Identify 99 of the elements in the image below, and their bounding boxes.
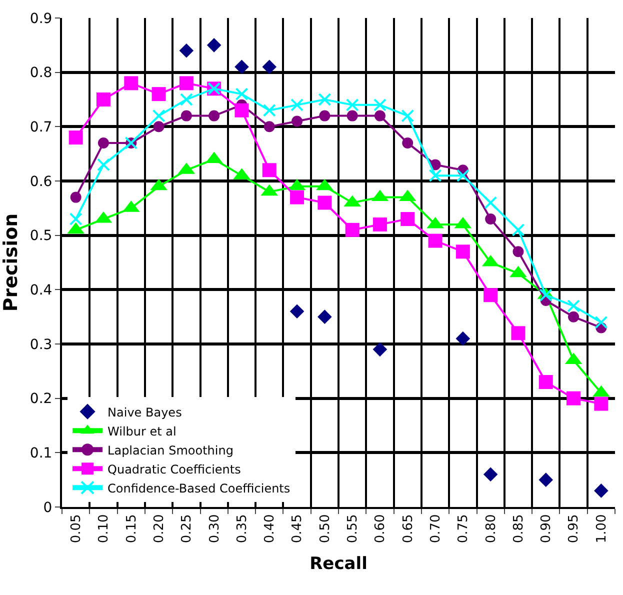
point — [290, 98, 304, 112]
point — [179, 76, 194, 90]
point — [69, 212, 82, 226]
legend-label: Wilbur et al — [108, 424, 176, 438]
x-axis-title: Recall — [310, 554, 368, 574]
point — [234, 60, 249, 74]
point — [483, 467, 498, 482]
point — [374, 110, 386, 122]
point — [568, 311, 580, 322]
point — [428, 234, 442, 248]
x-tick-label: 1.00 — [594, 514, 610, 544]
x-tick-label: 0.60 — [373, 514, 388, 544]
point — [180, 110, 192, 122]
legend-label: Confidence-Based Coefficients — [108, 481, 290, 496]
point — [262, 163, 276, 178]
legend-label: Naive Bayes — [108, 405, 182, 420]
x-tick-label: 0.85 — [511, 514, 526, 544]
x-tick-label: 0.50 — [318, 514, 333, 544]
point — [512, 223, 525, 236]
point — [539, 288, 552, 302]
point — [485, 214, 496, 225]
point — [96, 158, 110, 172]
point — [345, 222, 360, 237]
point — [512, 246, 524, 258]
point — [153, 121, 164, 132]
point — [234, 103, 249, 118]
point — [179, 43, 194, 58]
point — [372, 342, 388, 357]
point — [290, 190, 304, 204]
point — [373, 98, 386, 112]
point — [484, 196, 498, 210]
y-tick-label: 0.7 — [30, 120, 52, 136]
point — [594, 484, 608, 498]
point — [70, 192, 82, 203]
x-tick-label: 0.70 — [428, 514, 444, 544]
point — [68, 130, 83, 145]
point — [538, 472, 554, 487]
point — [511, 326, 526, 340]
x-tick-label: 0.35 — [234, 514, 250, 544]
point — [152, 109, 166, 122]
point — [400, 212, 415, 226]
point — [484, 288, 498, 302]
point — [594, 316, 608, 329]
point — [208, 110, 220, 122]
point — [566, 391, 581, 406]
point — [292, 116, 303, 127]
point — [262, 60, 277, 74]
point — [428, 169, 442, 182]
x-tick-label: 0.80 — [484, 514, 499, 544]
x-tick-label: 0.30 — [207, 514, 222, 544]
point — [456, 244, 470, 259]
y-axis-title: Precision — [0, 213, 22, 312]
point — [567, 299, 580, 312]
point — [264, 121, 275, 132]
point — [290, 304, 304, 319]
y-tick-label: 0.4 — [30, 282, 52, 299]
y-tick-label: 0.3 — [30, 336, 52, 353]
point — [401, 109, 414, 122]
point — [318, 196, 332, 210]
point — [98, 137, 109, 148]
x-tick-label: 0.10 — [96, 514, 112, 544]
point — [402, 137, 414, 148]
x-tick-label: 0.65 — [400, 514, 416, 544]
x-tick-label: 0.15 — [124, 514, 140, 544]
y-tick-label: 0.6 — [30, 174, 52, 190]
x-tick-label: 0.90 — [539, 514, 554, 544]
point — [319, 110, 330, 122]
point — [318, 93, 332, 106]
point — [594, 396, 608, 411]
y-tick-label: 0.5 — [30, 228, 52, 244]
point — [235, 88, 248, 101]
y-tick-label: 0.9 — [30, 10, 52, 27]
x-tick-label: 0.05 — [69, 514, 84, 544]
point — [346, 98, 359, 112]
x-tick-label: 0.95 — [566, 514, 582, 544]
x-tick-label: 0.20 — [152, 514, 168, 544]
point — [262, 104, 276, 117]
y-tick-label: 0.1 — [30, 446, 52, 462]
point — [96, 92, 110, 106]
x-tick-label: 0.45 — [290, 514, 306, 544]
y-tick-label: 0 — [43, 500, 52, 516]
x-tick-label: 0.75 — [456, 514, 472, 544]
point — [206, 38, 222, 52]
legend-label: Quadratic Coefficients — [108, 462, 241, 476]
point — [152, 87, 166, 102]
point — [456, 331, 470, 346]
x-tick-label: 0.40 — [262, 514, 278, 544]
x-tick-label: 0.55 — [346, 514, 361, 544]
point — [456, 169, 470, 182]
point — [346, 110, 358, 122]
point — [318, 310, 332, 324]
y-tick-label: 0.8 — [30, 65, 52, 82]
point — [124, 76, 138, 90]
point — [372, 217, 387, 232]
legend-label: Laplacian Smoothing — [108, 443, 234, 458]
x-tick-label: 0.25 — [180, 514, 195, 544]
y-tick-label: 0.2 — [30, 391, 52, 408]
point — [180, 93, 193, 106]
point — [538, 375, 553, 390]
